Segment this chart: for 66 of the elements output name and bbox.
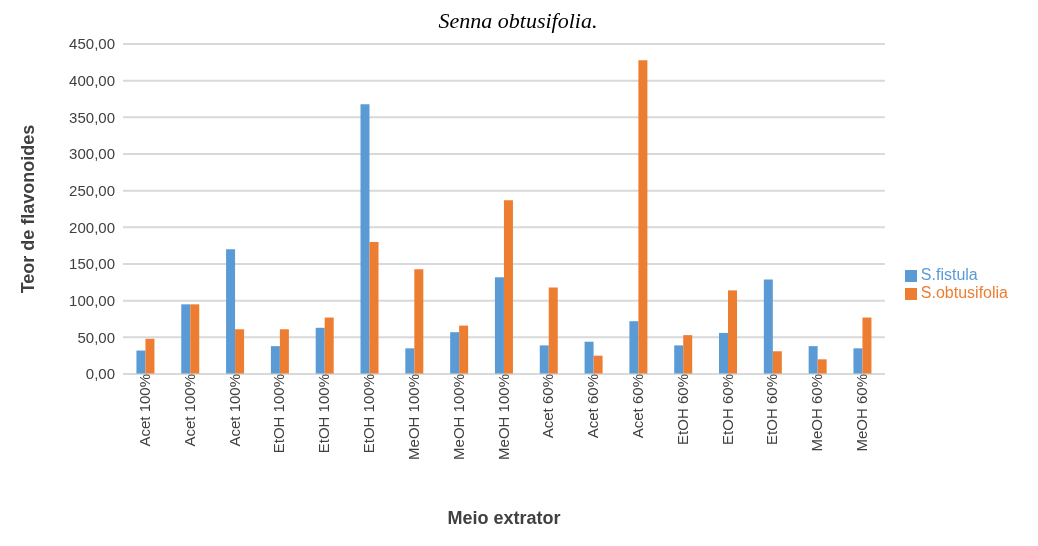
y-tick-label: 50,00 xyxy=(77,328,115,346)
chart-title: Senna obtusifolia. xyxy=(437,8,599,34)
bar xyxy=(853,348,863,374)
legend-label: S.fistula xyxy=(920,266,978,283)
y-tick-label: 350,00 xyxy=(69,108,115,126)
bar xyxy=(315,327,325,374)
bar xyxy=(226,249,236,374)
bar xyxy=(817,359,827,374)
bar xyxy=(494,277,504,374)
x-tick-label: EtOH 60% xyxy=(763,374,781,445)
y-tick-label: 400,00 xyxy=(69,71,115,89)
bar xyxy=(548,287,558,374)
bar xyxy=(629,321,639,374)
x-tick-label: Acet 60% xyxy=(629,374,646,439)
bar xyxy=(324,317,334,374)
y-tick-label: 150,00 xyxy=(69,255,115,273)
x-axis-title: Meio extrator xyxy=(447,508,561,528)
bar xyxy=(405,348,415,374)
y-tick-label: 300,00 xyxy=(69,145,115,163)
bar xyxy=(360,104,370,374)
bar xyxy=(190,304,200,374)
bar xyxy=(136,350,146,374)
y-tick-label: 100,00 xyxy=(69,291,115,309)
x-tick-label: Acet 60% xyxy=(539,374,557,439)
x-tick-label: EtOH 100% xyxy=(315,374,333,454)
bar xyxy=(683,335,693,374)
bar xyxy=(638,60,648,374)
x-tick-label: EtOH 100% xyxy=(270,374,288,454)
y-tick-label: 250,00 xyxy=(69,181,115,199)
bar xyxy=(593,355,603,374)
bar xyxy=(772,351,782,374)
x-tick-label: Acet 100% xyxy=(225,374,243,447)
bar xyxy=(763,279,773,374)
bar xyxy=(270,346,280,374)
bar xyxy=(279,329,289,374)
bar xyxy=(584,341,594,374)
bar xyxy=(862,317,872,374)
bar xyxy=(145,338,155,374)
y-axis-title: Teor de flavonoides xyxy=(18,124,39,294)
x-tick-label: MeOH 60% xyxy=(853,374,871,452)
x-tick-label: Acet 100% xyxy=(180,374,198,447)
x-tick-label: EtOH 60% xyxy=(673,374,691,445)
bar xyxy=(369,242,379,374)
x-tick-label: MeOH 60% xyxy=(808,374,826,452)
x-tick-label: EtOH 100% xyxy=(360,374,378,454)
bar xyxy=(808,346,818,374)
y-tick-label: 0,00 xyxy=(85,365,115,383)
bar xyxy=(414,269,424,374)
y-tick-label: 450,00 xyxy=(69,35,115,53)
x-tick-label: MeOH 100% xyxy=(494,374,512,460)
x-tick-label: Acet 60% xyxy=(584,374,602,439)
bar xyxy=(728,290,738,374)
bar xyxy=(235,329,245,374)
x-tick-label: MeOH 100% xyxy=(449,374,467,460)
bar xyxy=(503,200,513,374)
bar xyxy=(181,304,191,374)
bar xyxy=(459,325,469,374)
legend-label: S.obtusifolia xyxy=(920,284,1008,301)
x-tick-label: EtOH 60% xyxy=(718,374,736,445)
x-tick-label: MeOH 100% xyxy=(404,374,422,460)
y-tick-label: 200,00 xyxy=(69,218,115,236)
bar xyxy=(674,345,684,374)
bar xyxy=(539,345,549,374)
bar xyxy=(719,332,729,374)
x-tick-label: Acet 100% xyxy=(136,374,154,447)
bar xyxy=(450,332,460,374)
